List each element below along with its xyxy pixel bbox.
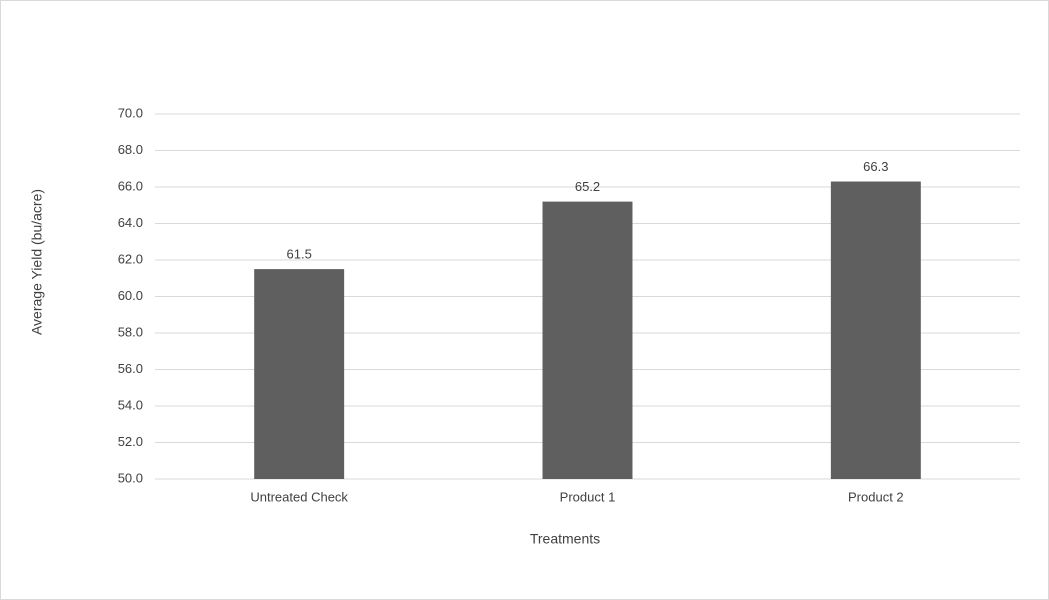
data-label: 66.3	[863, 159, 888, 174]
y-tick-label: 58.0	[118, 324, 143, 339]
bar	[542, 201, 633, 479]
y-axis-title: Average Yield (bu/acre)	[29, 189, 45, 335]
data-label: 61.5	[287, 247, 312, 262]
x-tick-label: Untreated Check	[250, 489, 348, 504]
y-tick-label: 70.0	[118, 105, 143, 120]
y-tick-label: 66.0	[118, 178, 143, 193]
y-tick-label: 60.0	[118, 288, 143, 303]
x-tick-label: Product 2	[848, 489, 904, 504]
data-label: 65.2	[575, 179, 600, 194]
y-tick-label: 50.0	[118, 470, 143, 485]
y-tick-label: 68.0	[118, 142, 143, 157]
y-tick-label: 62.0	[118, 251, 143, 266]
x-tick-label: Product 1	[560, 489, 616, 504]
bar	[830, 181, 921, 479]
bar	[254, 269, 345, 479]
y-tick-label: 54.0	[118, 397, 143, 412]
y-tick-label: 56.0	[118, 361, 143, 376]
x-axis-title: Treatments	[530, 531, 600, 547]
y-tick-label: 52.0	[118, 434, 143, 449]
y-tick-label: 64.0	[118, 215, 143, 230]
